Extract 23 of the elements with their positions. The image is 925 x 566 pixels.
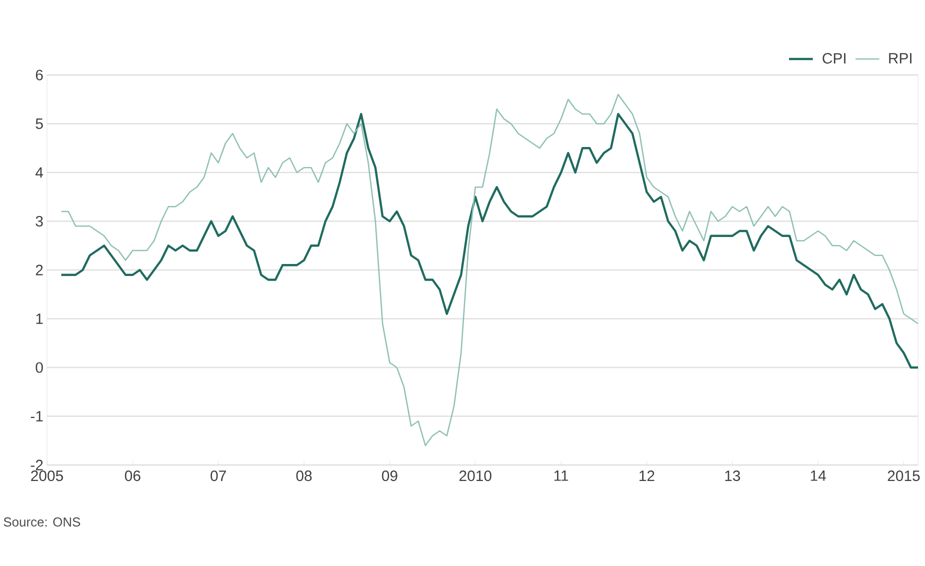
- x-tick-label: 12: [640, 470, 654, 481]
- y-tick-label: 4: [36, 167, 44, 178]
- y-tick-label: -2: [30, 460, 43, 470]
- y-tick-label: -1: [30, 411, 43, 422]
- y-tick-label: 2: [36, 264, 43, 276]
- source-note: Source: ONS: [4, 517, 80, 527]
- x-tick-label: 09: [382, 470, 398, 482]
- x-tick-label: 14: [810, 470, 826, 481]
- x-tick-label: 2015: [888, 470, 920, 482]
- y-tick-label: 1: [36, 314, 43, 324]
- y-tick-label: 0: [36, 362, 43, 373]
- legend-label: RPI: [889, 53, 912, 64]
- x-tick-label: 08: [296, 470, 312, 482]
- y-tick-label: 3: [36, 216, 43, 227]
- x-tick-label: 07: [210, 470, 226, 482]
- y-tick-label: 5: [36, 118, 43, 129]
- legend-label: CPI: [822, 53, 846, 64]
- x-tick-label: 06: [124, 470, 140, 482]
- y-tick-label: 6: [36, 70, 43, 80]
- x-tick-label: 2010: [459, 470, 492, 482]
- x-tick-label: 13: [725, 470, 740, 482]
- x-tick-label: 11: [554, 470, 568, 481]
- x-tick-label: 2005: [31, 470, 63, 482]
